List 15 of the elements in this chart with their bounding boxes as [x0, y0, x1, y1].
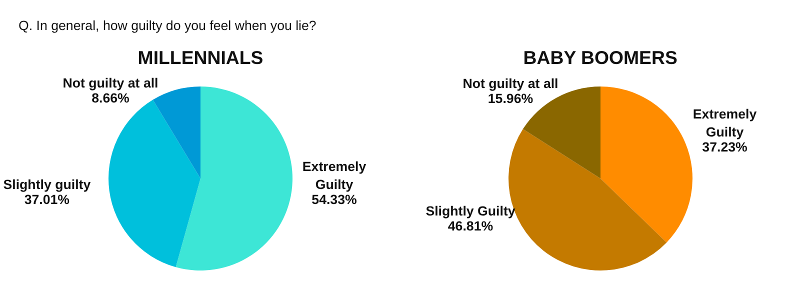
- data-label: 15.96%: [488, 90, 534, 106]
- slice-label: Not guilty at all: [462, 76, 558, 91]
- data-label: 37.01%: [24, 192, 70, 208]
- data-label: 46.81%: [448, 218, 494, 234]
- slice-label: Extremely Guilty: [692, 106, 758, 140]
- slice-label: Extremely Guilty: [302, 159, 367, 192]
- slice-label: Not guilty at all: [62, 76, 158, 90]
- data-label: 54.33%: [312, 192, 358, 208]
- chart-title: MILLENNIALS: [138, 47, 264, 68]
- chart-title: BABY BOOMERS: [523, 47, 678, 68]
- data-label: 37.23%: [702, 139, 748, 154]
- data-label: 8.66%: [92, 90, 130, 106]
- text: Q. In general, how guilty do you feel when you lie?: [18, 18, 316, 33]
- slice-label: Slightly guilty: [3, 177, 92, 192]
- slice-label: Slightly Guilty: [426, 204, 516, 218]
